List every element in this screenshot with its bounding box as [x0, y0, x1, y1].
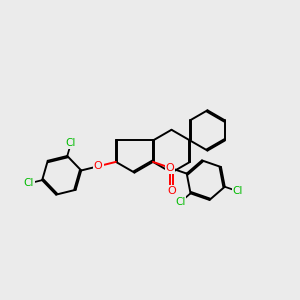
Text: Cl: Cl — [66, 138, 76, 148]
Text: O: O — [167, 186, 176, 196]
Text: O: O — [94, 161, 103, 171]
Text: Cl: Cl — [24, 178, 34, 188]
Text: Cl: Cl — [232, 186, 243, 196]
Text: Cl: Cl — [175, 197, 185, 207]
Text: O: O — [166, 163, 175, 173]
